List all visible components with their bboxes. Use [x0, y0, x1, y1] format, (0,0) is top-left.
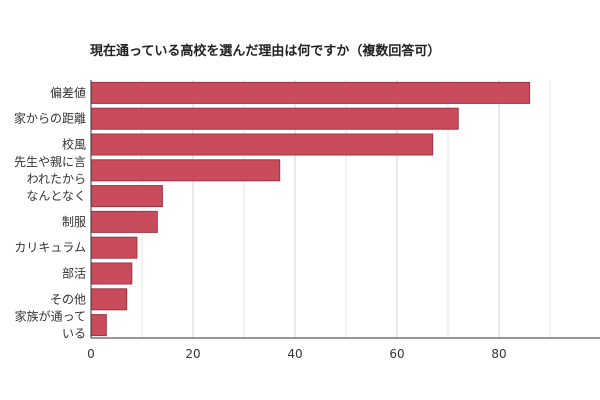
bar: [90, 81, 531, 104]
bar: [90, 262, 133, 285]
category-label: 偏差値: [50, 85, 86, 100]
category-label: 家からの距離: [14, 111, 86, 126]
bar: [90, 210, 158, 233]
bar: [90, 133, 434, 156]
category-label: その他: [50, 292, 86, 306]
axes: [90, 80, 600, 339]
x-tick-labels: 0 20 40 60 80: [87, 347, 506, 361]
category-label: われたから: [27, 172, 86, 186]
bar: [90, 107, 459, 130]
x-tick-label: 40: [287, 347, 302, 361]
bars: [90, 81, 531, 337]
x-tick-label: 20: [185, 347, 200, 361]
x-tick-label: 60: [389, 347, 404, 361]
bar: [90, 185, 163, 208]
bar: [90, 159, 281, 182]
x-tick-label: 80: [491, 347, 506, 361]
category-label: いる: [62, 327, 86, 341]
category-label: 部活: [62, 266, 86, 281]
x-tick-label: 0: [87, 347, 95, 361]
category-label: 制服: [62, 215, 86, 229]
grid-lines: [141, 80, 551, 338]
category-label: カリキュラム: [14, 241, 86, 255]
category-label: 家族が通って: [15, 309, 86, 324]
bar: [90, 314, 107, 337]
category-labels: 偏差値家からの距離校風先生や親に言われたからなんとなく制服カリキュラム部活その他…: [14, 85, 86, 341]
category-label: なんとなく: [26, 189, 86, 203]
category-label: 校風: [62, 137, 86, 152]
bar: [90, 236, 138, 259]
category-label: 先生や親に言: [14, 155, 86, 169]
chart-title: 現在通っている高校を選んだ理由は何ですか（複数回答可）: [90, 44, 441, 59]
bar: [90, 288, 128, 311]
